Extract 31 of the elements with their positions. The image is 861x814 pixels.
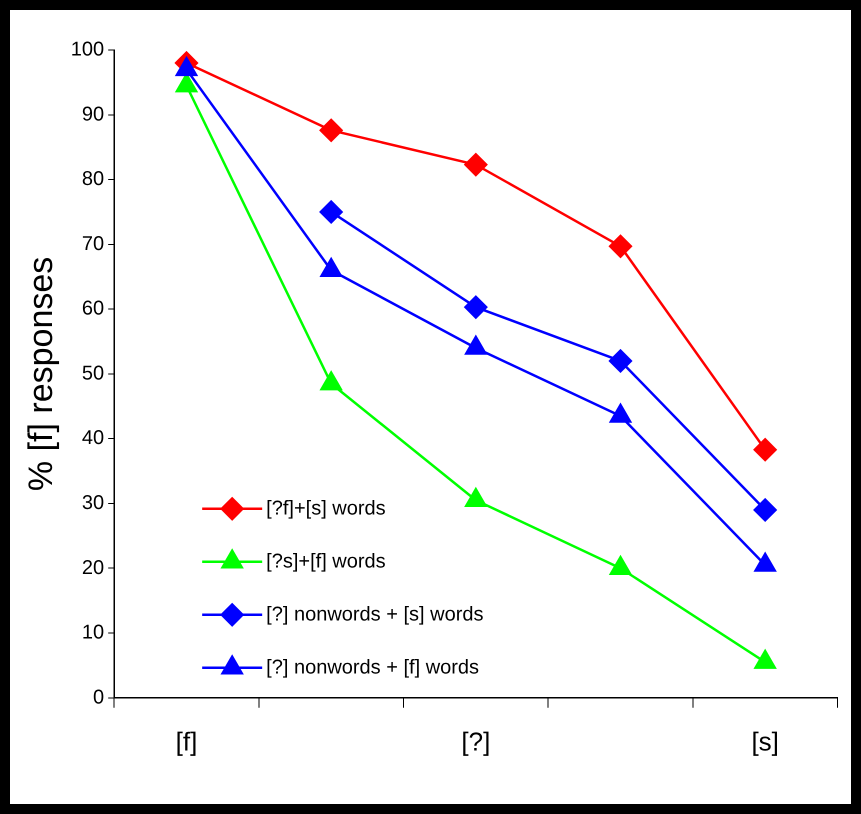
legend-label: [?f]+[s] words bbox=[266, 497, 386, 520]
point bbox=[464, 152, 488, 176]
point bbox=[609, 403, 632, 423]
legend-label: [?] nonwords + [s] words bbox=[266, 603, 484, 626]
y-tick-label: 70 bbox=[82, 232, 104, 255]
y-axis-title: % [f] responses bbox=[22, 256, 60, 492]
point bbox=[319, 118, 343, 142]
point bbox=[754, 552, 776, 572]
y-tick-label: 60 bbox=[82, 298, 104, 320]
legend-label: [?] nonwords + [f] words bbox=[266, 656, 480, 678]
point bbox=[608, 234, 632, 258]
point bbox=[464, 295, 488, 319]
point bbox=[464, 335, 487, 355]
y-tick-label: 10 bbox=[82, 622, 104, 644]
y-tick-label: 30 bbox=[82, 492, 104, 514]
point bbox=[609, 555, 632, 575]
y-tick-label: 50 bbox=[82, 362, 104, 384]
y-tick-label: 100 bbox=[70, 38, 104, 61]
x-tick-label: [f] bbox=[176, 726, 198, 757]
y-tick-label: 90 bbox=[82, 103, 104, 126]
x-tick-label: [s] bbox=[751, 726, 779, 757]
point bbox=[320, 370, 342, 390]
point bbox=[319, 200, 343, 224]
y-tick-label: 0 bbox=[93, 686, 104, 708]
legend-label: [?s]+[f] words bbox=[266, 550, 386, 572]
y-tick-label: 40 bbox=[82, 427, 104, 450]
y-tick-label: 20 bbox=[82, 556, 104, 579]
point bbox=[464, 487, 487, 507]
y-tick-label: 80 bbox=[82, 168, 104, 190]
point bbox=[754, 649, 776, 669]
x-tick-label: [?] bbox=[461, 726, 490, 757]
